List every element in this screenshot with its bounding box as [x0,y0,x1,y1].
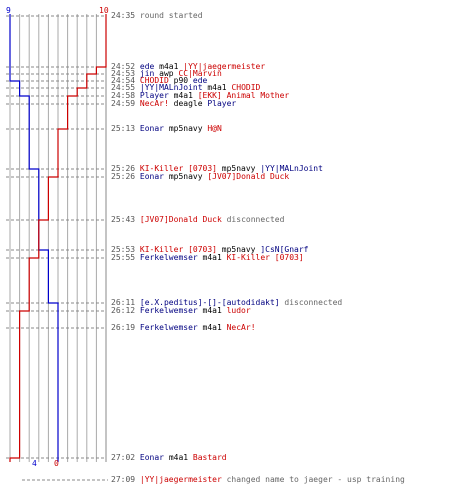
event-weapon: awp [154,69,179,78]
event-weapon: m4a1 [168,91,198,100]
event-weapon: mp5navy [216,164,261,173]
event-player: Ferkelwemser [139,306,198,315]
event-player: Eonar [139,124,164,133]
event-weapon: mp5navy [216,245,261,254]
event-player: KI-Killer [0703] [139,245,217,254]
event-weapon: m4a1 [164,453,193,462]
event-row: 24:55 |YY|MALnJoint m4a1 CHODID [111,83,260,92]
event-player: ludor [226,306,251,315]
event-row: 26:19 Ferkelwemser m4a1 NecAr! [111,323,256,332]
event-player: NecAr! [139,99,169,108]
event-time: 27:02 [111,453,140,462]
event-time: 24:52 [111,62,140,71]
event-player: CHODID [231,83,261,92]
event-player: Player [207,99,237,108]
event-message: changed name to jaeger - usp training [221,475,405,484]
event-weapon: deagle [168,99,208,108]
event-row: 25:26 Eonar mp5navy [JV07]Donald Duck [111,172,289,181]
event-player: |YY|jaegermeister [183,62,266,71]
event-player: Bastard [192,453,227,462]
event-weapon: mp5navy [164,172,208,181]
event-player: CC|Marvin [178,69,222,78]
event-player: H@N [207,124,222,133]
event-time: 24:53 [111,69,140,78]
event-weapon: p90 [168,76,193,85]
event-player: Ferkelwemser [139,323,198,332]
event-time: 25:55 [111,253,140,262]
event-player: [JV07]Donald Duck [207,172,290,181]
event-row: 24:59 NecAr! deagle Player [111,99,236,108]
event-player: Ferkelwemser [139,253,198,262]
event-row: 27:09 |YY|jaegermeister changed name to … [111,475,405,484]
red-start-count: 10 [99,6,109,15]
event-time: 25:26 [111,164,140,173]
event-player: ede [192,76,208,85]
event-player: [JV07]Donald Duck [139,215,222,224]
event-player: [e.X.peditus]-[]-[autodidakt] [139,298,280,307]
event-row: 25:43 [JV07]Donald Duck disconnected [111,215,284,224]
event-weapon: m4a1 [197,323,227,332]
event-player: |YY|MALnJoint [260,164,323,173]
event-time: 27:09 [111,475,140,484]
event-row: 27:02 Eonar m4a1 Bastard [111,453,227,462]
event-time: 25:43 [111,215,140,224]
event-time: 24:55 [111,83,140,92]
event-time: 25:13 [111,124,140,133]
event-player: KI-Killer [0703] [226,253,304,262]
event-row: 24:35 round started [111,11,203,20]
event-player: jin [139,69,155,78]
blue-start-count: 9 [6,6,11,15]
event-player: KI-Killer [0703] [139,164,217,173]
event-row: 25:53 KI-Killer [0703] mp5navy ]CsN[Gnar… [111,245,309,254]
event-row: 25:26 KI-Killer [0703] mp5navy |YY|MALnJ… [111,164,323,173]
event-player: CHODID [139,76,169,85]
blue-team-line [9,14,59,462]
event-row: 24:53 jin awp CC|Marvin [111,69,222,78]
event-row: 24:58 Player m4a1 [EKK] Animal Mother [111,91,289,100]
event-player: ]CsN[Gnarf [260,245,309,254]
event-message: round started [139,11,203,20]
blue-end-count: 4 [32,459,37,468]
event-player: Player [139,91,169,100]
event-row: 26:11 [e.X.peditus]-[]-[autodidakt] disc… [111,298,342,307]
event-weapon: mp5navy [164,124,208,133]
event-message: disconnected [221,215,285,224]
event-message: disconnected [279,298,343,307]
event-player: |YY|MALnJoint [139,83,203,92]
event-row: 25:55 Ferkelwemser m4a1 KI-Killer [0703] [111,253,304,262]
event-time: 24:35 [111,11,140,20]
event-time: 26:19 [111,323,140,332]
event-row: 26:12 Ferkelwemser m4a1 ludor [111,306,251,315]
event-time: 25:53 [111,245,140,254]
event-weapon: m4a1 [197,306,227,315]
event-time: 24:59 [111,99,140,108]
event-weapon: m4a1 [202,83,232,92]
event-row: 24:52 ede m4a1 |YY|jaegermeister [111,62,265,71]
event-time: 25:26 [111,172,140,181]
red-team-line [9,14,107,462]
event-time: 26:12 [111,306,140,315]
event-time: 26:11 [111,298,140,307]
event-player: NecAr! [226,323,256,332]
event-player: Eonar [139,172,164,181]
event-time: 24:54 [111,76,140,85]
event-time: 24:58 [111,91,140,100]
event-player: ede [139,62,155,71]
event-player: [EKK] Animal Mother [197,91,290,100]
event-player: |YY|jaegermeister [139,475,222,484]
event-weapon: m4a1 [197,253,227,262]
event-row: 25:13 Eonar mp5navy H@N [111,124,222,133]
event-weapon: m4a1 [154,62,184,71]
red-end-count: 0 [54,459,59,468]
event-row: 24:54 CHODID p90 ede [111,76,207,85]
event-player: Eonar [139,453,164,462]
